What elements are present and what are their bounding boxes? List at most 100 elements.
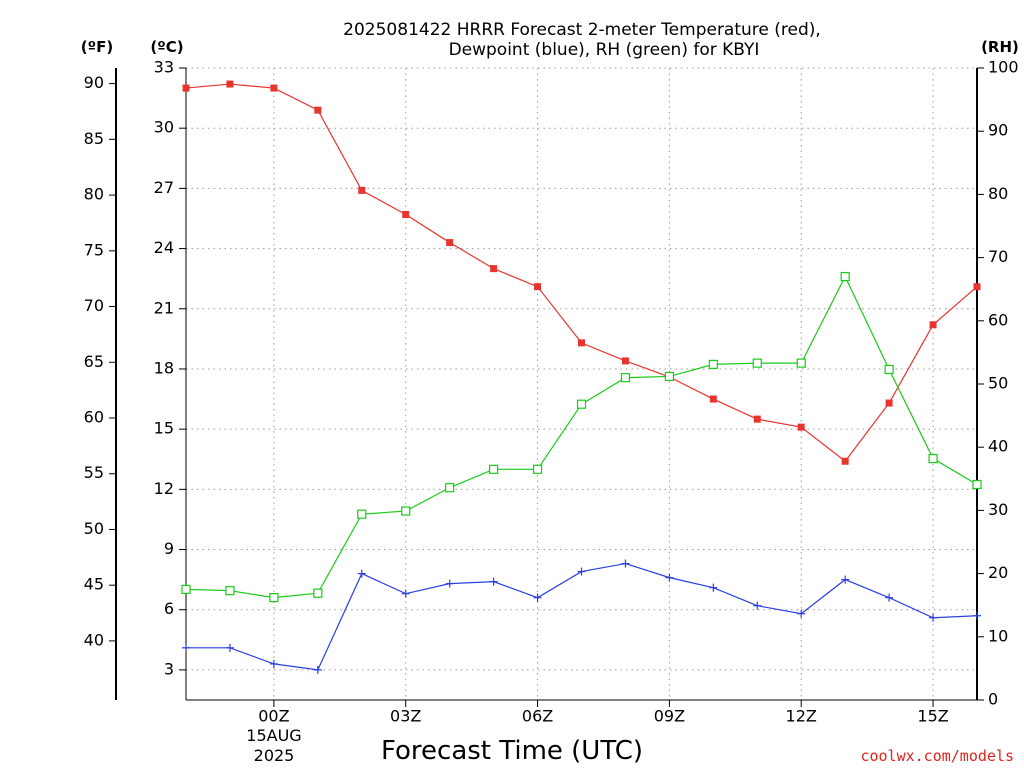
fahrenheit-tick-label: 85 (84, 129, 104, 148)
series-marker-0 (314, 106, 322, 114)
x-tick-label: 15Z (917, 707, 948, 726)
series-marker-1 (665, 573, 674, 582)
rh-tick-label: 100 (988, 58, 1019, 77)
fahrenheit-tick-label: 80 (84, 185, 104, 204)
rh-tick-label: 40 (988, 437, 1008, 456)
rh-tick-label: 10 (988, 626, 1008, 645)
series-marker-0 (402, 210, 410, 218)
celsius-tick-label: 27 (154, 178, 174, 197)
rh-tick-label: 50 (988, 374, 1008, 393)
series-marker-2 (489, 464, 499, 474)
x-tick-label: 09Z (654, 707, 685, 726)
series-marker-0 (621, 357, 629, 365)
rh-tick-label: 80 (988, 184, 1008, 203)
series-marker-2 (445, 483, 455, 493)
series-marker-0 (709, 395, 717, 403)
series-marker-2 (840, 271, 850, 282)
series-marker-2 (225, 586, 235, 596)
celsius-tick-label: 21 (154, 298, 174, 317)
series-marker-2 (401, 506, 411, 516)
series-marker-0 (490, 265, 498, 273)
x-tick-label: 06Z (522, 707, 553, 726)
series-marker-0 (358, 186, 366, 194)
date-label-year: 2025 (254, 746, 295, 765)
series-marker-0 (885, 399, 893, 407)
series-marker-2 (708, 359, 718, 370)
fahrenheit-tick-label: 50 (84, 519, 104, 538)
series-marker-1 (445, 579, 454, 588)
celsius-tick-label: 15 (154, 419, 174, 438)
x-axis-title: Forecast Time (UTC) (381, 736, 643, 766)
rh-tick-label: 70 (988, 247, 1008, 266)
series-marker-1 (577, 567, 586, 576)
series-marker-1 (709, 583, 718, 592)
rh-tick-label: 60 (988, 310, 1008, 329)
y-axis-ticks: 3 6 9 12 15 18 21 24 27 30 33 40 45 50 55 60 65 70 75 80 85 9… (84, 58, 1019, 709)
series-marker-1 (313, 665, 322, 674)
celsius-tick-label: 9 (164, 539, 174, 558)
fahrenheit-tick-label: 90 (84, 73, 104, 92)
series-marker-2 (532, 464, 543, 474)
series-marker-1 (929, 613, 938, 622)
series-marker-2 (181, 584, 191, 595)
rh-tick-label: 90 (988, 121, 1008, 140)
series-marker-0 (973, 283, 981, 291)
series-marker-1 (797, 609, 806, 618)
series-marker-2 (576, 399, 587, 409)
series-marker-1 (269, 659, 278, 668)
fahrenheit-tick-label: 70 (84, 296, 104, 315)
series-marker-2 (796, 358, 806, 368)
celsius-tick-label: 6 (164, 599, 174, 618)
rh-unit-label: (RH) (981, 38, 1019, 56)
series-marker-1 (533, 593, 542, 602)
axes (115, 68, 978, 701)
series-marker-1 (489, 577, 498, 586)
celsius-tick-label: 33 (154, 58, 174, 77)
celsius-unit-label: (ºC) (150, 38, 183, 56)
series-marker-2 (620, 373, 631, 383)
celsius-tick-label: 3 (164, 659, 174, 678)
x-tick-label: 03Z (390, 707, 421, 726)
fahrenheit-tick-label: 75 (84, 240, 104, 259)
series-marker-1 (885, 593, 894, 602)
series-marker-0 (226, 80, 234, 88)
series-marker-2 (752, 358, 762, 368)
series-marker-0 (797, 423, 805, 431)
celsius-tick-label: 12 (154, 479, 174, 498)
data-series (181, 80, 982, 674)
series-marker-0 (929, 321, 937, 329)
series-marker-0 (182, 84, 190, 92)
series-marker-0 (841, 457, 849, 465)
fahrenheit-tick-label: 40 (84, 630, 104, 649)
series-marker-0 (753, 415, 761, 423)
grid-lines (186, 67, 977, 700)
fahrenheit-unit-label: (ºF) (81, 38, 113, 56)
series-marker-2 (884, 364, 894, 375)
series-marker-2 (269, 593, 279, 603)
series-marker-2 (664, 371, 674, 382)
fahrenheit-tick-label: 60 (84, 407, 104, 426)
date-label-day: 15AUG (246, 726, 301, 745)
series-line-1 (186, 562, 978, 671)
x-tick-label: 00Z (258, 707, 289, 726)
series-marker-2 (972, 479, 982, 490)
series-marker-1 (973, 611, 981, 620)
series-marker-1 (401, 589, 410, 598)
fahrenheit-tick-label: 45 (84, 575, 104, 594)
fahrenheit-tick-label: 65 (84, 352, 104, 371)
series-marker-1 (841, 575, 850, 584)
series-marker-0 (446, 239, 454, 247)
fahrenheit-tick-label: 55 (84, 463, 104, 482)
series-marker-2 (357, 509, 367, 519)
rh-tick-label: 20 (988, 563, 1008, 582)
chart-subtitle: Dewpoint (blue), RH (green) for KBYI (449, 40, 760, 60)
rh-tick-label: 0 (988, 690, 998, 709)
series-marker-0 (534, 283, 542, 291)
credit-link[interactable]: coolwx.com/models (860, 747, 1014, 765)
series-marker-1 (621, 559, 630, 568)
series-marker-1 (357, 569, 366, 578)
series-marker-2 (928, 453, 938, 464)
celsius-tick-label: 24 (154, 238, 174, 257)
x-tick-label: 12Z (786, 707, 817, 726)
